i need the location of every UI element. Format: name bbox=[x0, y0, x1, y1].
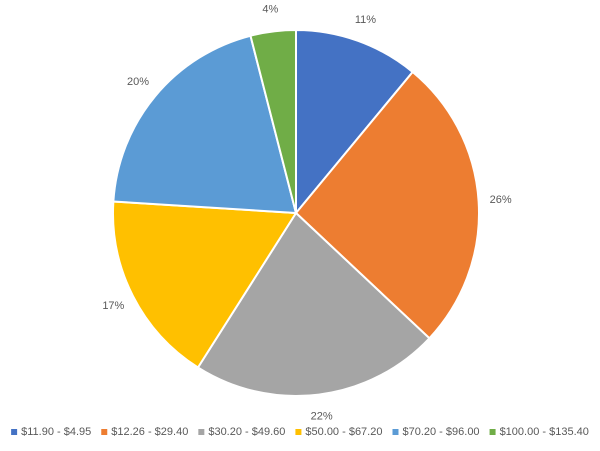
pie-slice bbox=[249, 28, 297, 214]
legend-swatch bbox=[295, 429, 302, 435]
legend-swatch bbox=[101, 429, 108, 435]
data-label: 20% bbox=[127, 76, 149, 88]
pie-slice bbox=[196, 211, 431, 397]
legend-label: $100.00 - $135.40 bbox=[500, 426, 589, 438]
data-label: 22% bbox=[311, 410, 333, 422]
data-label: 11% bbox=[355, 14, 376, 26]
data-label: 4% bbox=[262, 4, 278, 16]
legend-label: $11.90 - $4.95 bbox=[21, 426, 91, 438]
legend-label: $30.20 - $49.60 bbox=[208, 426, 285, 438]
legend-swatch bbox=[198, 429, 205, 435]
legend-swatch bbox=[392, 429, 399, 435]
legend-label: $70.20 - $96.00 bbox=[402, 426, 479, 438]
pie-slice bbox=[112, 34, 298, 215]
pie-slice bbox=[112, 200, 298, 369]
data-label: 26% bbox=[490, 194, 512, 206]
pie-slice bbox=[295, 28, 415, 216]
data-label: 17% bbox=[102, 300, 124, 312]
legend-label: $12.26 - $29.40 bbox=[111, 426, 188, 438]
legend-swatch bbox=[489, 429, 496, 435]
pie-slice bbox=[294, 70, 480, 340]
legend-label: $50.00 - $67.20 bbox=[305, 426, 382, 438]
legend-swatch bbox=[11, 429, 18, 435]
